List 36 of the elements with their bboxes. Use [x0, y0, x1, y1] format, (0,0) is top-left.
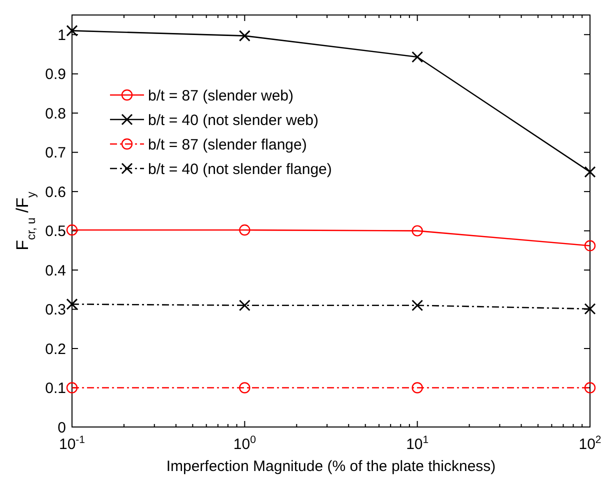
y-tick-label: 0.9 [45, 66, 66, 84]
x-tick-label: 10$^{-1}$ [58, 434, 86, 453]
point [412, 382, 423, 394]
point [239, 224, 250, 236]
legend-label: b/t = 87 (slender web) [148, 87, 294, 104]
y-tick-label: 1 [58, 26, 66, 44]
point [239, 382, 250, 394]
x-tick-label: 10$^{0}$ [233, 434, 256, 453]
point [584, 382, 596, 394]
point [66, 24, 78, 36]
y-tick-label: 0.4 [45, 262, 66, 280]
x-axis-title: Imperfection Magnitude (% of the plate thickness) [166, 458, 496, 475]
y-tick-label: 0.8 [45, 105, 66, 122]
point [66, 382, 78, 394]
x-tick-label: 10$^{1}$ [406, 434, 429, 453]
point [412, 51, 424, 63]
y-tick-label: 0.3 [45, 302, 66, 319]
y-tick-label: 0 [58, 419, 66, 436]
point [584, 303, 596, 315]
legend-label: b/t = 40 (not slender flange) [148, 160, 332, 178]
point [238, 300, 250, 312]
point [412, 300, 424, 312]
legend-label: b/t = 40 (not slender web) [148, 112, 319, 129]
point [584, 166, 596, 178]
point [238, 30, 250, 42]
point [66, 298, 78, 310]
x-tick-label: 10$^{2}$ [578, 434, 602, 453]
legend-label: b/t = 87 (slender flange) [148, 136, 307, 154]
point [584, 240, 596, 252]
point [412, 225, 423, 236]
y-tick-label: 0.2 [45, 340, 66, 358]
y-tick-label: 0.7 [45, 144, 66, 162]
y-tick-label: 0.6 [45, 184, 66, 201]
point [66, 224, 78, 236]
y-tick-label: 0.5 [45, 223, 66, 240]
y-tick-label: 0.1 [45, 380, 66, 398]
